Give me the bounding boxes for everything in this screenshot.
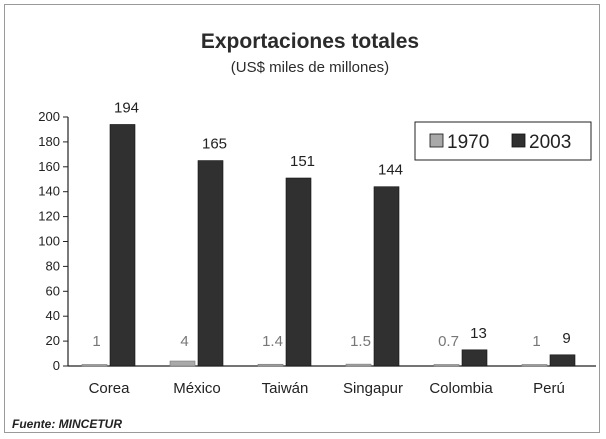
chart-title: Exportaciones totales [201,30,419,53]
bar-1970 [257,363,284,367]
data-label: 9 [562,330,570,347]
y-tick-label: 80 [46,258,60,273]
data-label: 165 [202,136,227,153]
data-label: 1.4 [262,333,283,350]
legend-swatch-1970 [429,133,444,148]
y-tick-label: 160 [38,159,60,174]
y-tick-label: 100 [38,234,60,249]
data-label: 1.5 [350,333,371,350]
chart-subtitle: (US$ miles de millones) [231,59,389,76]
x-category-label: Perú [533,380,565,397]
legend-box [414,121,592,161]
bar-1970 [433,364,460,367]
x-category-label: Taiwán [262,380,309,397]
y-tick-label: 180 [38,134,60,149]
bar-2003 [109,124,136,367]
data-label: 144 [378,162,403,179]
data-label: 1 [532,333,540,350]
y-tick-label: 0 [53,358,60,373]
axes: 0 20 40 60 80 100 120 140 160 180 200 [38,109,596,373]
bar-2003 [285,177,312,367]
legend-label: 2003 [529,132,571,153]
data-label: 194 [114,99,139,116]
y-tick-label: 140 [38,184,60,199]
legend-swatch-2003 [511,133,526,148]
bar-1970 [81,364,108,367]
bar-2003 [461,349,488,367]
legend: 1970 2003 [414,121,592,161]
bar-2003 [373,186,400,367]
data-label: 13 [470,325,487,342]
bar-2003 [549,354,576,367]
y-tick-label: 200 [38,109,60,124]
bar-1970 [345,363,372,367]
y-tick-label: 60 [46,283,60,298]
x-category-label: México [173,380,221,397]
source-note: Fuente: MINCETUR [12,417,122,431]
bar-1970 [169,360,196,367]
data-label: 1 [92,333,100,350]
bar-1970 [521,364,548,367]
y-tick-label: 20 [46,333,60,348]
legend-label: 1970 [447,132,489,153]
x-category-label: Colombia [429,380,493,397]
data-label: 4 [180,333,188,350]
x-category-label: Singapur [343,380,403,397]
y-tick-label: 120 [38,209,60,224]
bar-2003 [197,160,224,367]
data-label: 151 [290,153,315,170]
x-category-label: Corea [89,380,131,397]
y-tick-label: 40 [46,308,60,323]
data-label: 0.7 [438,333,459,350]
bars: 1 194 Corea 4 165 México 1.4 151 Taiwán 1.5 144 Sin… [81,99,576,397]
